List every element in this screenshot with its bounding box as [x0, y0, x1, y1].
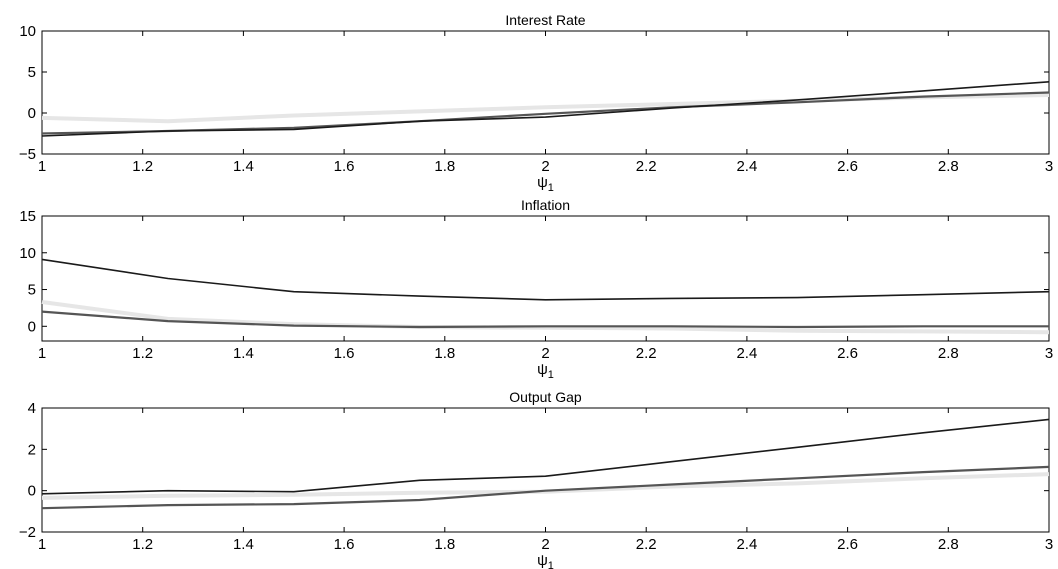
y-tick-label: 5	[28, 282, 36, 299]
x-tick-label: 2.8	[938, 345, 959, 362]
x-axis-label-symbol: ψ	[537, 361, 548, 378]
x-tick-label: 1.2	[132, 536, 153, 553]
series-line-medium	[41, 310, 1049, 329]
x-axis-label: ψ1	[537, 174, 554, 194]
x-tick-label: 1	[38, 158, 46, 175]
x-tick-label: 1.8	[434, 536, 455, 553]
x-tick-label: 3	[1045, 536, 1053, 553]
x-tick-label: 1.4	[233, 345, 254, 362]
y-tick-label: 0	[28, 105, 36, 122]
x-axis-label-subscript: 1	[548, 560, 554, 569]
panel-0: Interest Rate 1 1.2 1.4 1.6 1.8 2 2.2 2.4 2.6 2.8 3…	[19, 12, 1053, 194]
x-axis-label-symbol: ψ	[537, 552, 548, 569]
y-tick-label: 15	[19, 208, 36, 225]
x-tick-label: 2.2	[636, 536, 657, 553]
x-tick-label: 1	[38, 536, 46, 553]
y-tick-label: 0	[28, 483, 36, 500]
y-tick-label: −2	[19, 524, 36, 541]
series-line-medium	[41, 465, 1050, 510]
x-tick-label: 2.6	[837, 536, 858, 553]
x-axis-label-subscript: 1	[548, 182, 554, 194]
x-tick-label: 1.8	[434, 345, 455, 362]
y-tick-label: 0	[28, 318, 36, 335]
x-tick-label: 1.4	[233, 536, 254, 553]
x-tick-label: 1.6	[334, 345, 355, 362]
x-tick-label: 3	[1045, 345, 1053, 362]
panel-2: Output Gap 1 1.2 1.4 1.6 1.8 2 2.2 2.4 2.6 2.8 3 −2 0…	[19, 389, 1053, 569]
plot-frame	[41, 30, 1050, 155]
x-tick-label: 1	[38, 345, 46, 362]
x-tick-label: 2.2	[636, 345, 657, 362]
x-tick-label: 2	[541, 158, 549, 175]
chart-title: Interest Rate	[505, 12, 585, 28]
x-axis-label-subscript: 1	[548, 369, 554, 381]
x-tick-label: 1.6	[334, 158, 355, 175]
x-tick-label: 2.6	[837, 158, 858, 175]
x-tick-label: 2.4	[736, 345, 757, 362]
x-axis-label-symbol: ψ	[537, 174, 548, 191]
chart-title: Inflation	[521, 197, 570, 213]
x-axis-label: ψ1	[537, 552, 554, 569]
x-tick-label: 1.6	[334, 536, 355, 553]
panel-1: Inflation 1 1.2 1.4 1.6 1.8 2 2.2 2.4 2.6 2.8 3 0 5 10…	[19, 197, 1053, 381]
y-tick-label: −5	[19, 146, 36, 163]
x-tick-label: 2.4	[736, 536, 757, 553]
x-tick-label: 3	[1045, 158, 1053, 175]
x-tick-label: 2.6	[837, 345, 858, 362]
x-tick-label: 1.4	[233, 158, 254, 175]
y-tick-label: 10	[19, 245, 36, 262]
x-tick-label: 1.2	[132, 158, 153, 175]
x-axis-label: ψ1	[537, 361, 554, 381]
x-tick-label: 1.8	[434, 158, 455, 175]
series-line-light	[41, 300, 1050, 335]
x-tick-label: 2.4	[736, 158, 757, 175]
x-tick-label: 2.8	[938, 536, 959, 553]
x-tick-label: 2	[541, 536, 549, 553]
plot-frame	[41, 407, 1050, 533]
x-tick-label: 1.2	[132, 345, 153, 362]
y-tick-label: 4	[28, 400, 36, 417]
y-tick-label: 5	[28, 64, 36, 81]
x-tick-label: 2	[541, 345, 549, 362]
x-tick-label: 2.8	[938, 158, 959, 175]
series-line-dark	[41, 258, 1050, 301]
y-tick-label: 2	[28, 441, 36, 458]
series-line-dark	[41, 81, 1050, 137]
chart-title: Output Gap	[509, 389, 582, 405]
x-tick-label: 2.2	[636, 158, 657, 175]
series-line-dark	[41, 418, 1050, 495]
y-tick-label: 10	[19, 23, 36, 40]
